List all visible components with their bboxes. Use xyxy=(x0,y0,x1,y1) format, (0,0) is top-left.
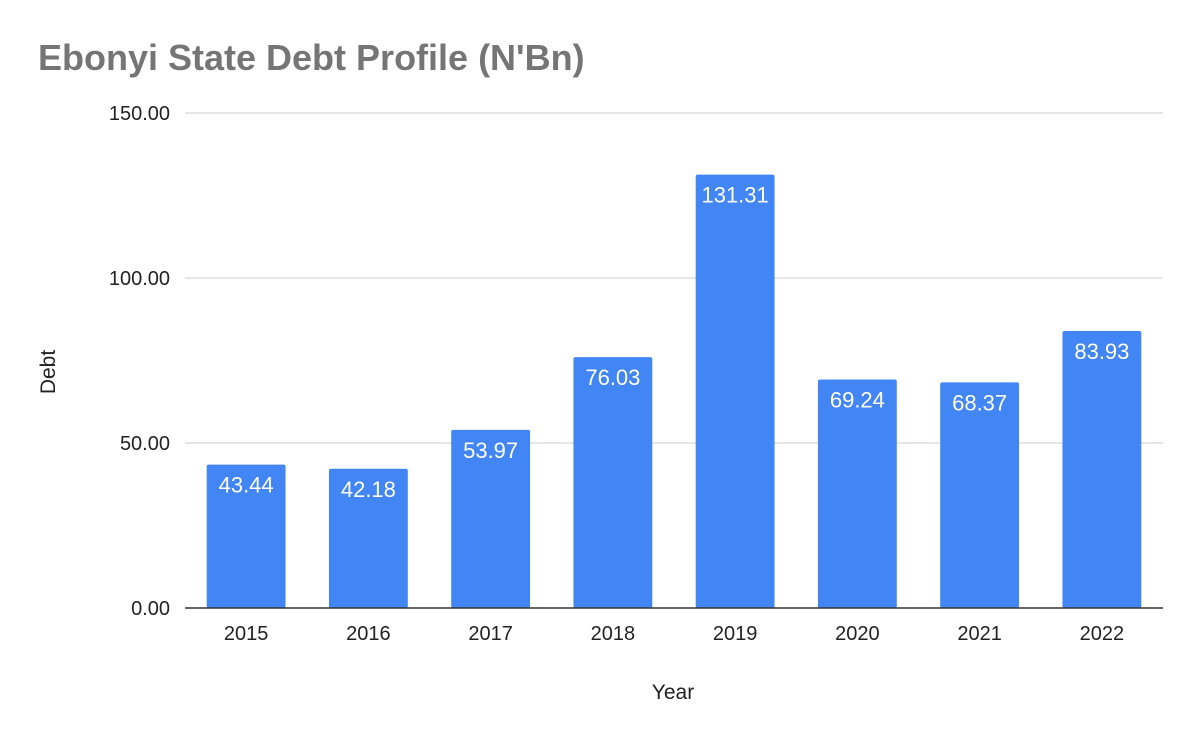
bar-2016 xyxy=(328,468,408,608)
y-axis-title: Debt xyxy=(37,350,60,395)
x-tick-label-2021: 2021 xyxy=(957,623,1002,645)
bar-2021 xyxy=(940,382,1020,608)
x-tick-label-2020: 2020 xyxy=(835,623,880,645)
data-label-2017: 53.97 xyxy=(463,438,518,463)
x-axis-tick-labels: 2015 2016 2017 2018 2019 2020 2021 2022 xyxy=(224,623,1124,645)
data-label-2020: 69.24 xyxy=(830,388,885,413)
y-tick-label-2: 100.00 xyxy=(109,268,170,290)
x-axis-title: Year xyxy=(652,681,694,704)
data-label-2019: 131.31 xyxy=(701,183,768,208)
y-tick-label-3: 150.00 xyxy=(109,103,170,125)
bar-2019 xyxy=(695,174,775,608)
data-label-2022: 83.93 xyxy=(1074,339,1129,364)
bar-2017 xyxy=(451,429,531,608)
bar-2015 xyxy=(206,464,286,608)
x-tick-label-2022: 2022 xyxy=(1080,623,1125,645)
bar-2018 xyxy=(573,357,653,608)
x-tick-label-2017: 2017 xyxy=(468,623,513,645)
data-label-2016: 42.18 xyxy=(341,477,396,502)
data-label-2015: 43.44 xyxy=(219,473,274,498)
y-tick-label-0: 0.00 xyxy=(131,598,170,620)
data-labels: 43.44 42.18 53.97 76.03 131.31 69.24 68.37 83.9… xyxy=(219,183,1130,502)
bars xyxy=(206,174,1142,608)
y-tick-label-1: 50.00 xyxy=(120,433,170,455)
x-tick-label-2016: 2016 xyxy=(346,623,391,645)
y-axis-tick-labels: 0.00 50.00 100.00 150.00 xyxy=(109,103,170,620)
x-tick-label-2015: 2015 xyxy=(224,623,269,645)
chart-title: Ebonyi State Debt Profile (N'Bn) xyxy=(38,37,585,78)
data-label-2018: 76.03 xyxy=(585,365,640,390)
x-tick-label-2019: 2019 xyxy=(713,623,758,645)
bar-2022 xyxy=(1062,331,1142,608)
x-tick-label-2018: 2018 xyxy=(591,623,636,645)
bar-2020 xyxy=(817,379,897,608)
data-label-2021: 68.37 xyxy=(952,390,1007,415)
